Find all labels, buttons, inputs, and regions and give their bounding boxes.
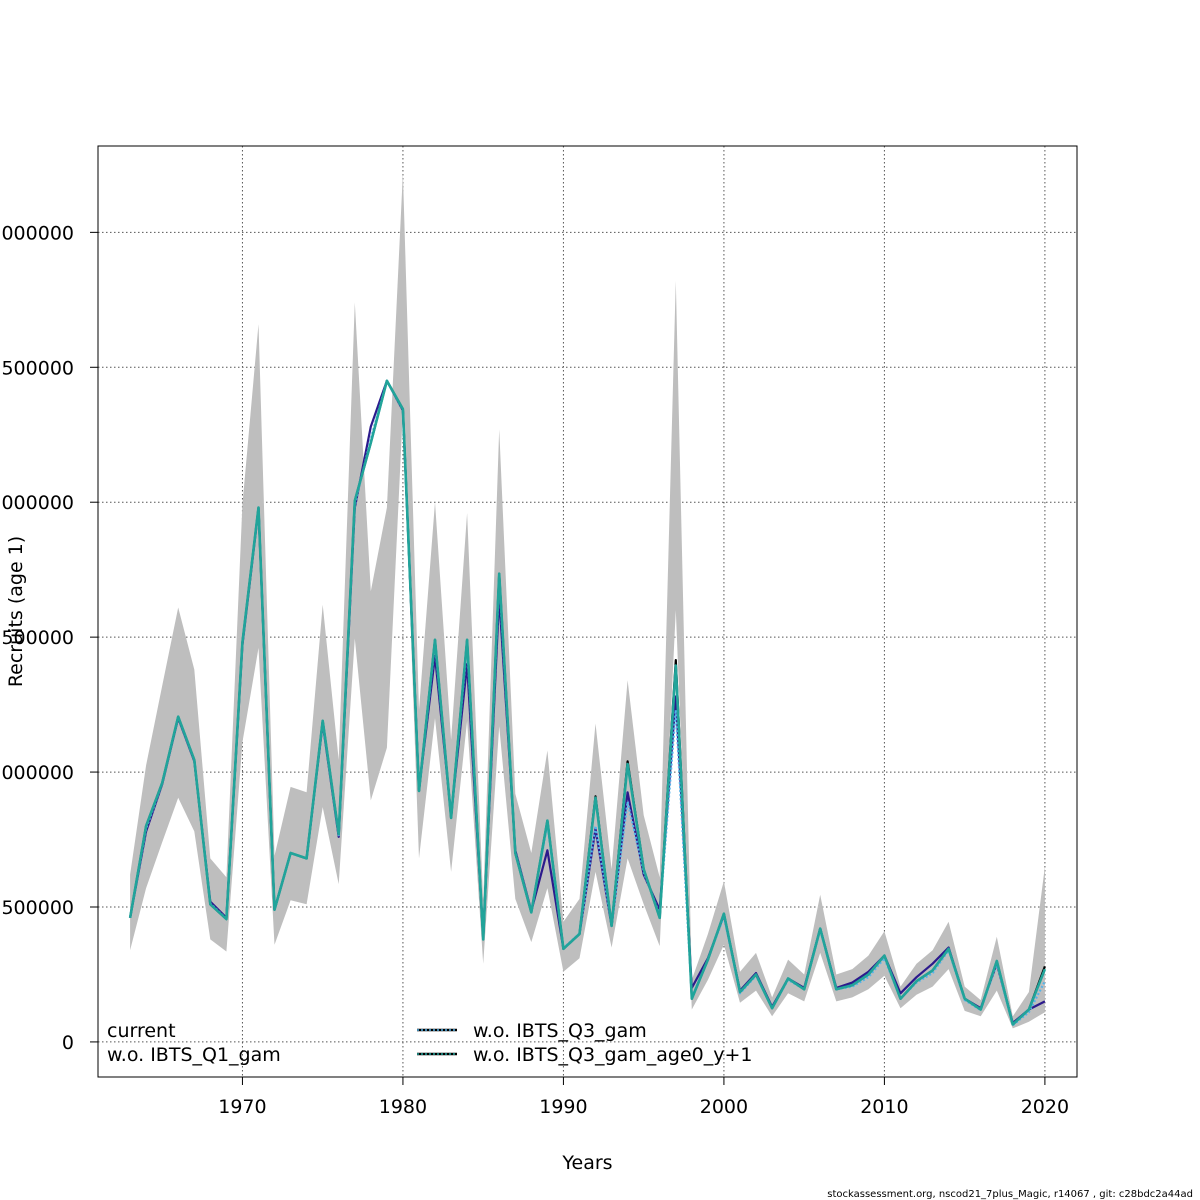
- x-tick-label: 1990: [539, 1096, 587, 1118]
- confidence-band: [130, 173, 1045, 1029]
- axes: 1970 1980 1990 2000 2010 2020 0 500000 1000000 15…: [0, 222, 1069, 1118]
- series-lines-layer: [128, 379, 1047, 1027]
- y-tick-label: 0: [62, 1032, 74, 1054]
- y-tick-label: 2500000: [0, 357, 74, 379]
- plot-frame: [97, 145, 1078, 1078]
- x-tick-label: 2010: [860, 1096, 908, 1118]
- y-tick-label: 1000000: [0, 762, 74, 784]
- x-tick-label: 1970: [218, 1096, 266, 1118]
- legend-label: w.o. IBTS_Q1_gam: [107, 1044, 281, 1066]
- footer-credit: stockassessment.org, nscod21_7plus_Magic…: [827, 1189, 1193, 1200]
- x-tick-label: 1980: [379, 1096, 427, 1118]
- x-axis-title: Years: [561, 1152, 612, 1174]
- x-tick-label: 2000: [700, 1096, 748, 1118]
- y-tick-label: 500000: [1, 897, 74, 919]
- legend-label: w.o. IBTS_Q3_gam: [473, 1020, 647, 1042]
- x-tick-label: 2020: [1021, 1096, 1069, 1118]
- series-line-w-o-ibts-q3-gam-age0-y-1: [128, 379, 1047, 1026]
- confidence-band-layer: [130, 173, 1045, 1029]
- y-tick-label: 1500000: [0, 627, 74, 649]
- legend-label: current: [107, 1020, 176, 1042]
- legend-label: w.o. IBTS_Q3_gam_age0_y+1: [473, 1044, 753, 1066]
- y-tick-label: 2000000: [0, 492, 74, 514]
- y-tick-label: 3000000: [0, 222, 74, 244]
- y-axis-title: Recruits (age 1): [5, 536, 27, 687]
